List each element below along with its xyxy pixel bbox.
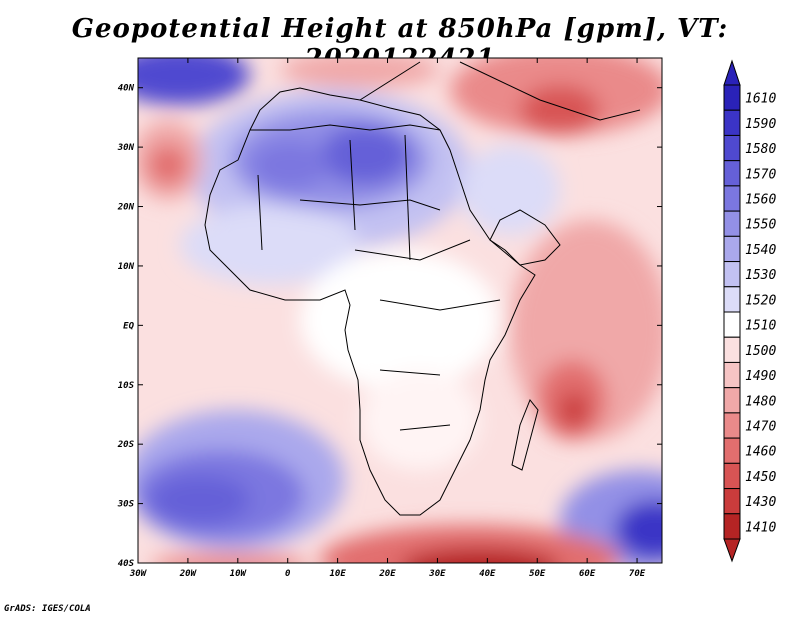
colorbar-label: 1480 (745, 394, 776, 409)
colorbar-label: 1460 (745, 445, 776, 460)
colorbar-swatch (723, 134, 741, 162)
colorbar-label: 1540 (745, 243, 776, 258)
colorbar-swatch (723, 513, 741, 540)
colorbar-swatch (723, 412, 741, 439)
colorbar-swatch (723, 311, 741, 338)
lat-tick-label: 30N (117, 143, 135, 153)
colorbar-swatch (723, 109, 741, 136)
lon-tick-label: 60E (579, 569, 596, 579)
lon-tick-label: 70E (629, 569, 646, 579)
coastlines (204, 61, 641, 516)
colorbar: 1610 1590 1580 1570 1560 1550 1540 1530 1520 1510… (723, 59, 776, 563)
lon-tick-label: 50E (529, 569, 546, 579)
colorbar-swatch (723, 286, 741, 313)
colorbar-label: 1450 (745, 470, 776, 485)
lat-tick-label: 20N (117, 203, 135, 213)
colorbar-swatch (723, 361, 741, 389)
lat-tick-label: 10S (118, 381, 135, 391)
colorbar-swatch (723, 235, 741, 263)
axis-ticks: 30W 20W 10W 0 10E 20E 30E 40E 50E 60E 70E 40N 30N 20N… (117, 58, 662, 579)
grads-credit: GrADS: IGES/COLA (4, 604, 91, 614)
lat-tick-label: 30S (117, 500, 135, 510)
lon-tick-label: 30E (428, 569, 446, 579)
colorbar-swatch (723, 336, 741, 363)
lat-tick-label: 20S (117, 440, 135, 450)
colorbar-swatch (723, 437, 741, 464)
colorbar-swatch (723, 210, 741, 237)
colorbar-label: 1410 (745, 520, 776, 535)
colorbar-label: 1550 (745, 218, 776, 233)
lon-tick-label: 10E (329, 569, 346, 579)
lon-tick-label: 10W (230, 569, 248, 579)
lat-tick-label: EQ (123, 321, 134, 331)
colorbar-swatch (723, 387, 741, 414)
colorbar-swatch (723, 84, 741, 111)
colorbar-label: 1610 (745, 92, 776, 107)
colorbar-label: 1560 (745, 193, 776, 208)
colorbar-label: 1500 (745, 344, 776, 359)
colorbar-top-arrow (723, 59, 741, 86)
lon-tick-label: 0 (285, 569, 291, 579)
colorbar-label: 1510 (745, 319, 776, 334)
colorbar-label: 1590 (745, 117, 776, 132)
lat-tick-label: 10N (118, 262, 135, 272)
colorbar-swatch (723, 488, 741, 515)
lon-tick-label: 40E (479, 569, 496, 579)
colorbar-label: 1570 (745, 167, 776, 182)
lat-tick-label: 40N (118, 84, 135, 94)
lon-tick-label: 20E (378, 569, 396, 579)
colorbar-label: 1520 (745, 293, 776, 308)
plot-frame (137, 57, 663, 564)
colorbar-label: 1430 (745, 495, 776, 510)
lon-tick-label: 20W (179, 569, 198, 579)
colorbar-bottom-arrow (723, 538, 741, 563)
colorbar-label: 1580 (745, 142, 776, 157)
colorbar-swatch (723, 185, 741, 212)
height-field (138, 58, 662, 563)
colorbar-label: 1470 (745, 420, 776, 435)
colorbar-swatch (723, 261, 741, 288)
colorbar-label: 1490 (745, 369, 776, 384)
colorbar-swatch (723, 160, 741, 187)
lon-tick-label: 30W (129, 569, 148, 579)
colorbar-label: 1530 (745, 268, 776, 283)
lat-tick-label: 40S (118, 559, 135, 569)
colorbar-swatch (723, 462, 741, 490)
